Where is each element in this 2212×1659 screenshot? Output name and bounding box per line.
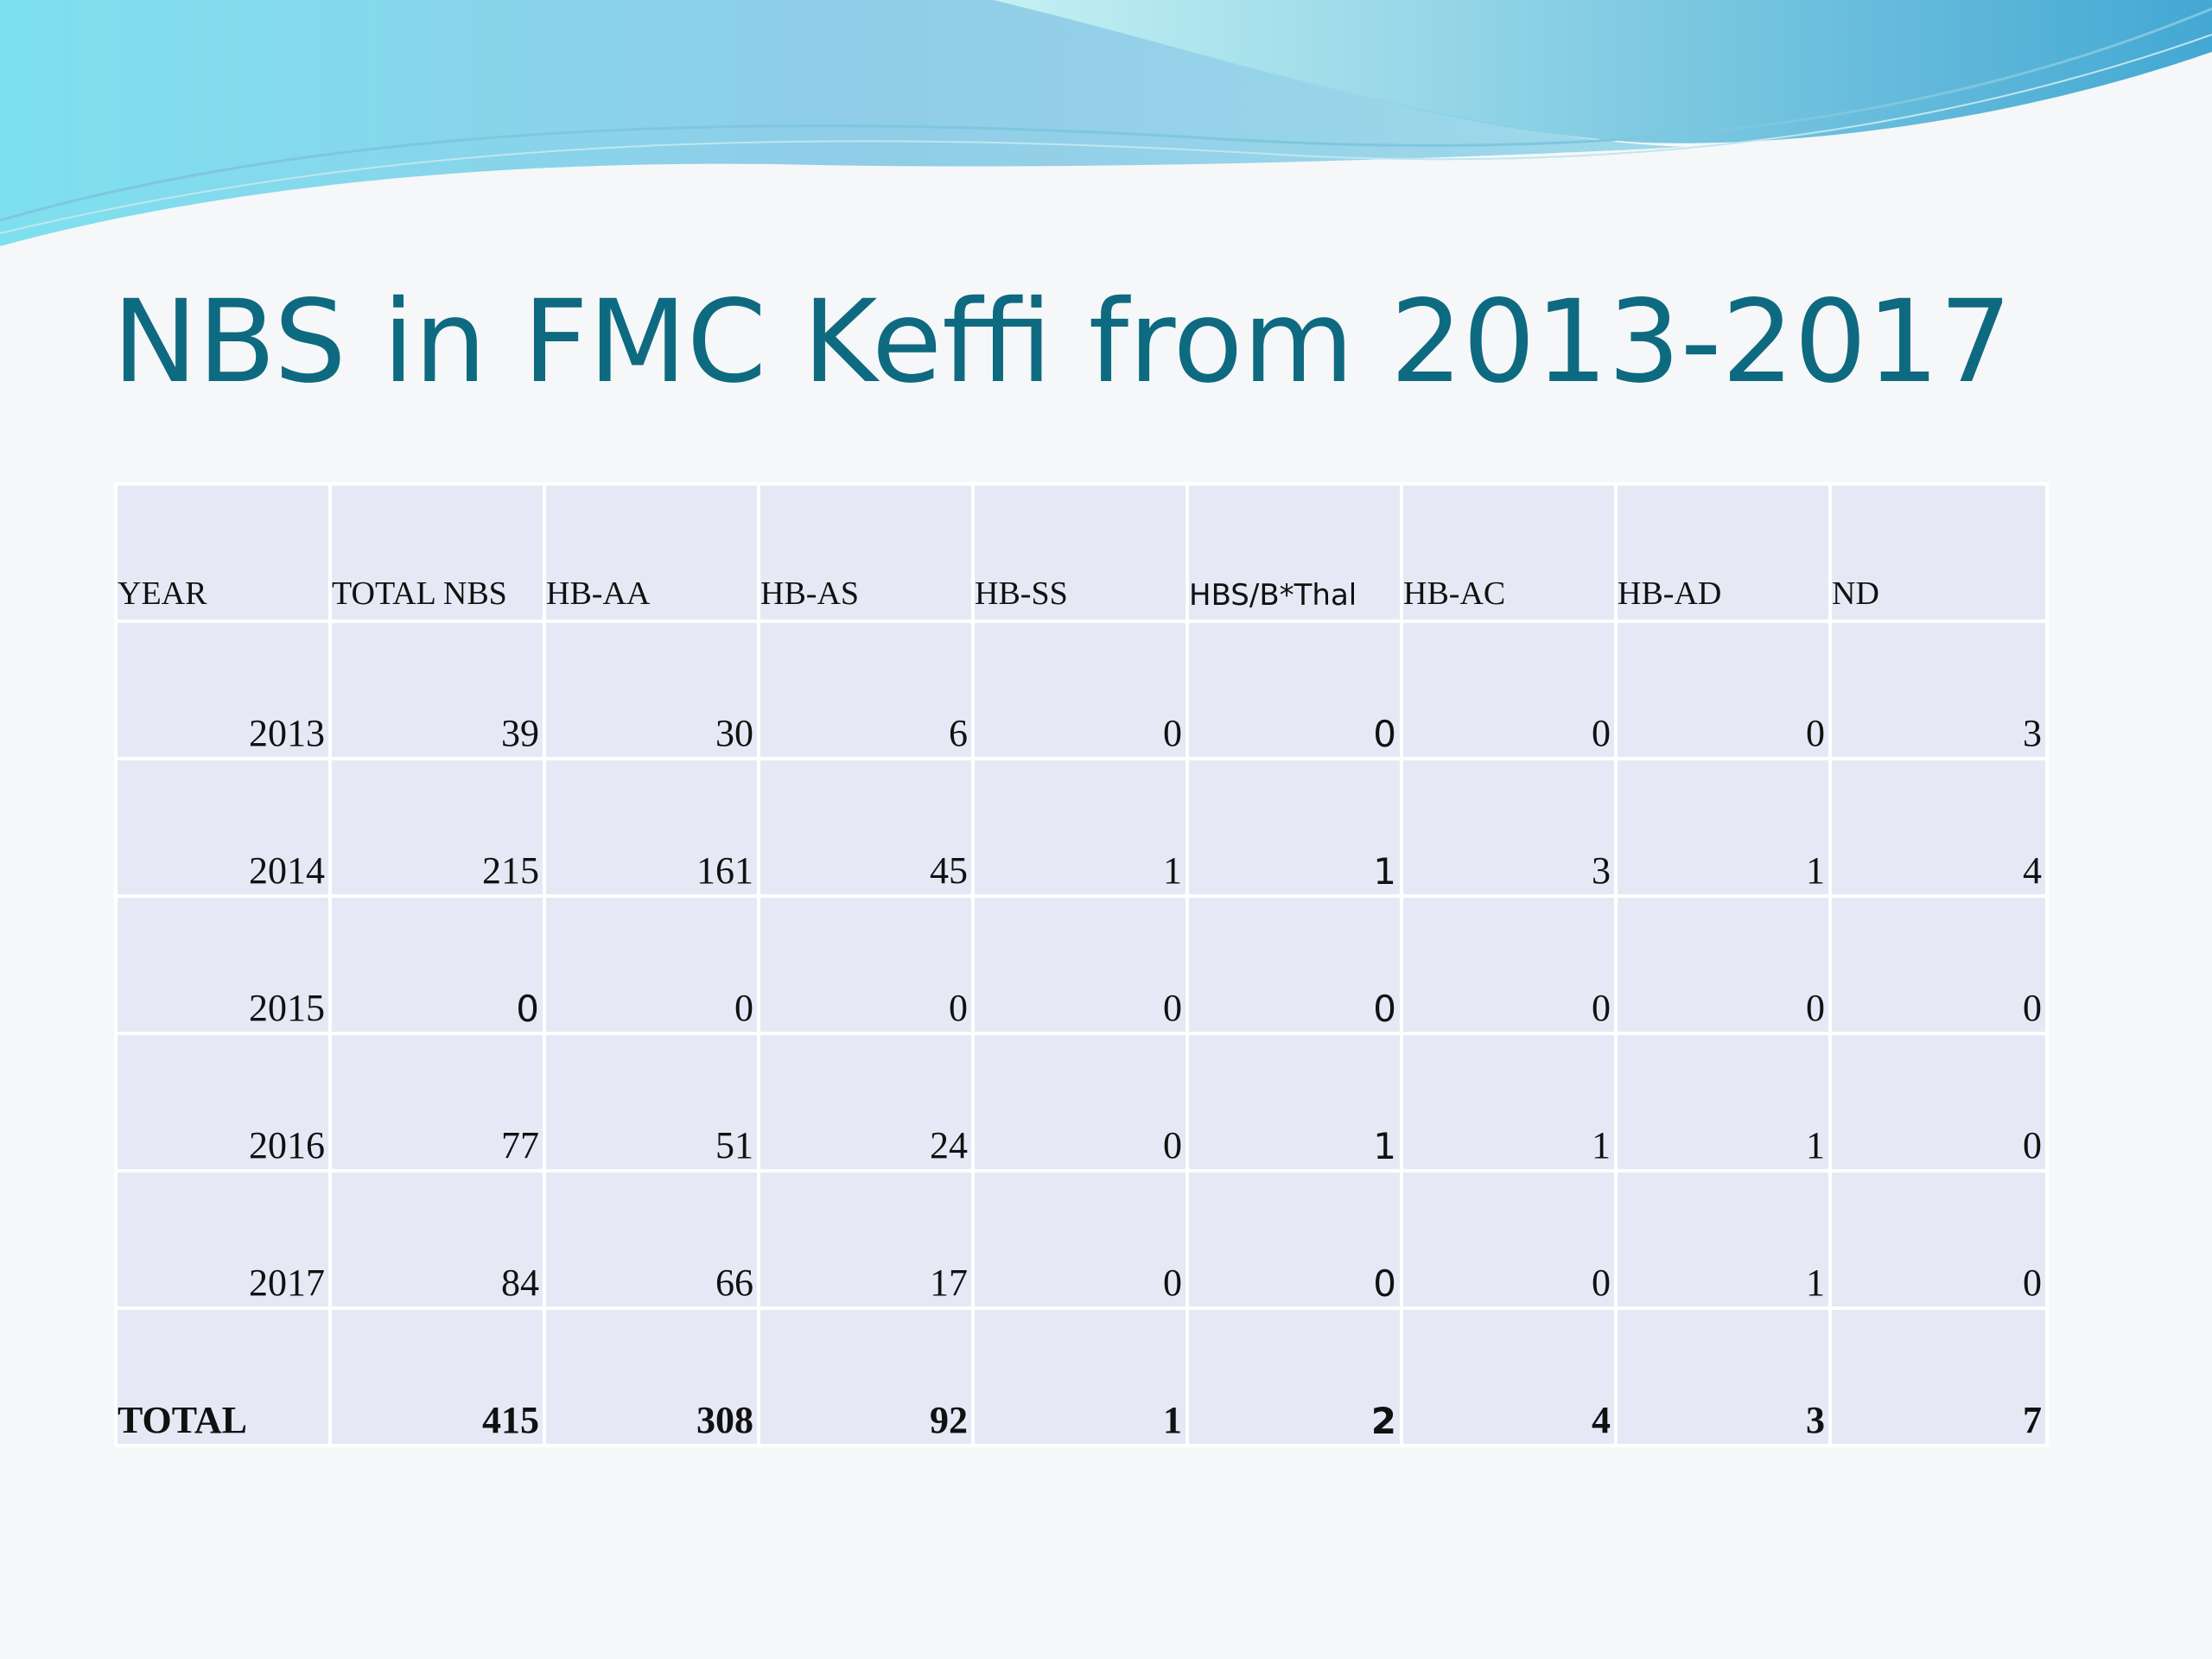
table-total-row: TOTAL 415 308 92 1 2 4 3 7 [114,1306,2049,1447]
cell-hb-ac: 1 [1400,1032,1618,1173]
cell-hbs-b-thal: 2 [1185,1306,1403,1447]
cell-hb-aa: 30 [543,620,760,760]
cell-hbs-b-thal: 0 [1185,1169,1403,1310]
cell-hb-aa: 51 [543,1032,760,1173]
cell-total-nbs: 84 [328,1169,546,1310]
cell-hb-aa: 0 [543,894,760,1035]
cell-hb-ad: 0 [1614,894,1832,1035]
cell-total-nbs: 415 [328,1306,546,1447]
cell-hbs-b-thal: 0 [1185,894,1403,1035]
cell-year: 2014 [114,757,332,898]
header-hb-ad: HB-AD [1614,482,1832,623]
cell-total-nbs: 215 [328,757,546,898]
cell-nd: 3 [1828,620,2049,760]
header-total-nbs: TOTAL NBS [328,482,546,623]
cell-hb-as: 6 [757,620,975,760]
header-hb-ac: HB-AC [1400,482,1618,623]
table-row: 2015 0 0 0 0 0 0 0 0 [114,894,2049,1035]
cell-nd: 4 [1828,757,2049,898]
cell-hb-ac: 0 [1400,620,1618,760]
cell-hb-ac: 0 [1400,894,1618,1035]
cell-hb-ac: 0 [1400,1169,1618,1310]
cell-hb-ac: 4 [1400,1306,1618,1447]
cell-year: 2017 [114,1169,332,1310]
cell-nd: 0 [1828,894,2049,1035]
table-header-row: YEAR TOTAL NBS HB-AA HB-AS HB-SS HBS/B*T… [114,482,2049,623]
cell-hb-aa: 161 [543,757,760,898]
cell-hb-ad: 0 [1614,620,1832,760]
cell-hb-ad: 1 [1614,1032,1832,1173]
cell-hb-ss: 0 [971,1032,1189,1173]
header-hbs-b-thal: HBS/B*Thal [1185,482,1403,623]
cell-hb-as: 24 [757,1032,975,1173]
cell-year: 2016 [114,1032,332,1173]
cell-year: 2013 [114,620,332,760]
cell-hb-as: 0 [757,894,975,1035]
nbs-results-table: YEAR TOTAL NBS HB-AA HB-AS HB-SS HBS/B*T… [114,482,2049,1447]
slide-title: NBS in FMC Keffi from 2013-2017 [112,276,2012,409]
header-hb-ss: HB-SS [971,482,1189,623]
cell-nd: 0 [1828,1032,2049,1173]
cell-hb-ss: 0 [971,1169,1189,1310]
table-row: 2013 39 30 6 0 0 0 0 3 [114,620,2049,760]
cell-year: 2015 [114,894,332,1035]
header-hb-as: HB-AS [757,482,975,623]
cell-nd: 7 [1828,1306,2049,1447]
cell-total-nbs: 39 [328,620,546,760]
cell-hb-ss: 1 [971,1306,1189,1447]
cell-hb-aa: 308 [543,1306,760,1447]
header-year: YEAR [114,482,332,623]
decorative-wave-banner [0,0,2212,246]
table-row: 2014 215 161 45 1 1 3 1 4 [114,757,2049,898]
cell-hb-ad: 1 [1614,757,1832,898]
cell-hb-ac: 3 [1400,757,1618,898]
cell-hb-as: 92 [757,1306,975,1447]
cell-hb-as: 17 [757,1169,975,1310]
cell-hb-ss: 0 [971,620,1189,760]
cell-total-nbs: 77 [328,1032,546,1173]
header-hb-aa: HB-AA [543,482,760,623]
cell-hbs-b-thal: 0 [1185,620,1403,760]
header-nd: ND [1828,482,2049,623]
cell-hb-ad: 3 [1614,1306,1832,1447]
table-row: 2016 77 51 24 0 1 1 1 0 [114,1032,2049,1173]
cell-total-nbs: 0 [328,894,546,1035]
cell-nd: 0 [1828,1169,2049,1310]
cell-hbs-b-thal: 1 [1185,757,1403,898]
cell-hbs-b-thal: 1 [1185,1032,1403,1173]
cell-total-label: TOTAL [114,1306,332,1447]
cell-hb-as: 45 [757,757,975,898]
table-row: 2017 84 66 17 0 0 0 1 0 [114,1169,2049,1310]
cell-hb-ss: 1 [971,757,1189,898]
cell-hb-ss: 0 [971,894,1189,1035]
cell-hb-ad: 1 [1614,1169,1832,1310]
cell-hb-aa: 66 [543,1169,760,1310]
